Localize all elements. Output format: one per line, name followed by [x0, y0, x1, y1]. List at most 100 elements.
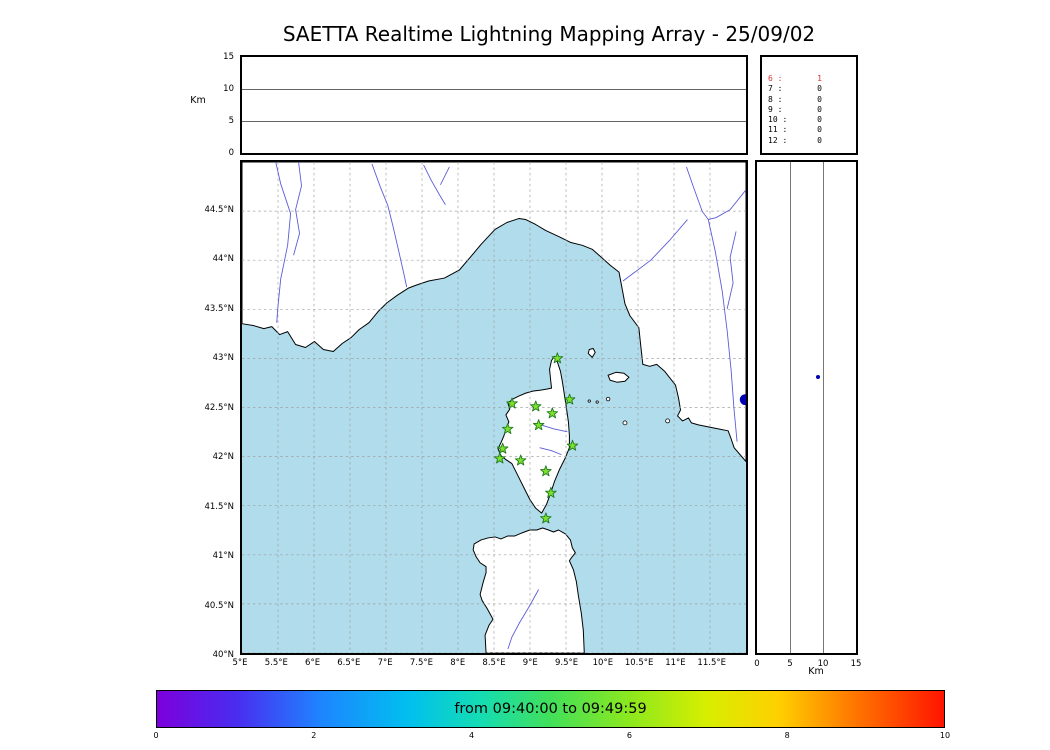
river: [726, 231, 737, 309]
sardinia-landmass: [472, 527, 585, 653]
elba-island: [607, 371, 630, 383]
count-bin-label: 12 :: [768, 135, 788, 145]
colorbar-tick-label: 10: [939, 731, 951, 740]
right-axis-tick-label: 15: [850, 659, 862, 669]
river: [423, 164, 446, 205]
latitude-tick-label: 43°N: [212, 353, 234, 363]
small-island: [595, 400, 599, 404]
latitude-tick-label: 44°N: [212, 254, 234, 264]
longitude-tick-label: 6.5°E: [337, 658, 361, 668]
colorbar-tick-label: 4: [469, 731, 475, 740]
lma-station-star: [540, 512, 552, 524]
capraia-island: [587, 347, 596, 358]
altitude-axis-tick-label: 10: [223, 84, 234, 94]
lma-station-star: [545, 486, 557, 498]
lma-station-star: [546, 407, 559, 419]
latitude-tick-label: 43.5°N: [204, 303, 234, 314]
count-row: 8 : 0: [768, 95, 822, 105]
longitude-tick-label: 7.5°E: [409, 658, 433, 668]
altitude-axis-unit-label: Km: [190, 95, 206, 106]
river: [440, 166, 450, 186]
river: [507, 589, 540, 650]
longitude-tick-label: 10°E: [592, 658, 614, 668]
river: [539, 447, 562, 456]
count-bin-label: 8 :: [768, 94, 783, 104]
count-bin-label: 7 :: [768, 84, 783, 94]
count-row: 9 : 0: [768, 105, 822, 115]
river: [371, 163, 408, 288]
small-island: [622, 420, 628, 426]
altitude-gridline: [242, 121, 746, 122]
altitude-axis-tick-label: 5: [228, 116, 234, 126]
longitude-tick-label: 8°E: [450, 658, 466, 668]
longitude-tick-label: 7°E: [377, 658, 393, 668]
count-value: 1: [817, 74, 822, 83]
count-value: 0: [817, 125, 822, 135]
small-island: [587, 399, 591, 403]
count-bin-label: 10 :: [768, 115, 788, 125]
river: [275, 162, 292, 323]
river: [622, 219, 688, 282]
lma-station-star: [532, 419, 545, 431]
count-bin-label: 6 :: [768, 74, 783, 83]
altitude-gridline: [823, 162, 824, 653]
longitude-tick-label: 9.5°E: [554, 658, 579, 668]
colorbar-tick-label: 0: [153, 731, 159, 740]
river: [540, 424, 568, 433]
lma-station-star: [506, 397, 518, 409]
altitude-axis-tick-label: 0: [228, 148, 234, 158]
latitude-tick-label: 41°N: [212, 551, 234, 561]
continent-landmass: [242, 162, 746, 463]
map-panel: [240, 160, 748, 655]
time-colorbar: from 09:40:00 to 09:49:59: [156, 690, 945, 728]
longitude-tick-label: 11.5°E: [697, 658, 726, 668]
colorbar-tick-label: 2: [311, 731, 317, 740]
time-range-label: from 09:40:00 to 09:49:59: [454, 701, 647, 717]
count-value: 0: [817, 115, 822, 125]
lightning-source-altitude-dot: [815, 374, 820, 379]
right-axis-tick-label: 10: [817, 659, 829, 669]
count-bin-label: 9 :: [768, 104, 783, 114]
count-value: 0: [817, 84, 822, 94]
longitude-tick-label: 5°E: [232, 658, 248, 668]
lma-station-star: [514, 454, 527, 466]
river: [708, 189, 746, 220]
lma-station-star: [540, 465, 552, 477]
count-bin-label: 11 :: [768, 125, 788, 135]
lightning-source-dot: [739, 394, 746, 406]
latitude-tick-label: 42°N: [212, 452, 234, 462]
lma-station-star: [496, 442, 509, 454]
count-row: 12 : 0: [768, 136, 822, 146]
altitude-gridline: [242, 89, 746, 90]
lma-station-star: [501, 423, 514, 435]
latitude-tick-label: 40.5°N: [204, 600, 234, 611]
station-counts-panel: 6 : 1 7 : 0 8 : 0 9 : 0 10 : 0 11 : 0 12 : 0: [760, 55, 858, 155]
page-title: SAETTA Realtime Lightning Mapping Array …: [282, 22, 816, 46]
longitude-tick-label: 9°E: [522, 658, 538, 668]
small-island: [605, 396, 611, 402]
right-axis-tick-label: 5: [787, 659, 793, 669]
latitude-tick-label: 41.5°N: [204, 501, 234, 512]
count-row: 7 : 0: [768, 84, 822, 94]
lma-station-star: [563, 393, 576, 405]
count-value: 0: [817, 104, 822, 114]
small-island: [665, 418, 671, 424]
count-value: 0: [817, 94, 822, 104]
river: [293, 162, 302, 256]
map-svg: [242, 162, 746, 653]
latitude-tick-label: 44.5°N: [204, 204, 234, 215]
altitude-vs-longitude-panel: [240, 55, 748, 155]
count-row: 6 : 1: [768, 74, 822, 84]
count-value: 0: [817, 135, 822, 145]
altitude-gridline: [790, 162, 791, 653]
lma-station-star: [530, 400, 542, 412]
latitude-tick-label: 40°N: [212, 650, 234, 660]
longitude-tick-label: 11°E: [665, 658, 686, 668]
count-row: 11 : 0: [768, 125, 822, 135]
corsica-landmass: [497, 355, 570, 514]
colorbar-tick-label: 6: [626, 731, 632, 740]
right-axis-tick-label: 0: [754, 659, 760, 669]
colorbar-tick-label: 8: [784, 731, 790, 740]
longitude-tick-label: 6°E: [305, 658, 321, 668]
